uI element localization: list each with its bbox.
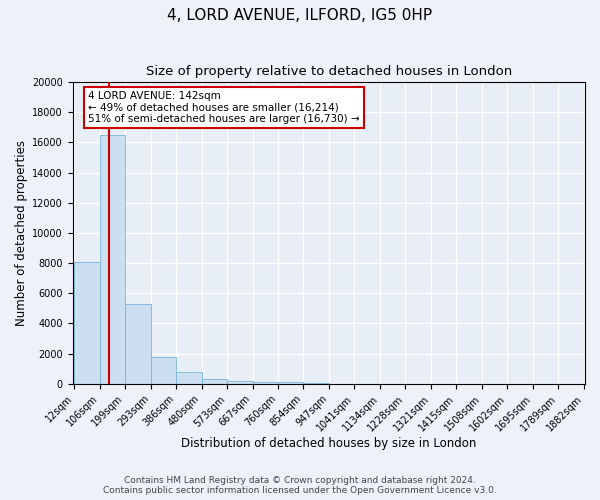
Bar [100, 135, 125, 384]
Bar [151, 356, 176, 384]
Text: Contains HM Land Registry data © Crown copyright and database right 2024.
Contai: Contains HM Land Registry data © Crown c… [103, 476, 497, 495]
Bar [176, 372, 202, 384]
Bar [304, 383, 329, 384]
Text: 4 LORD AVENUE: 142sqm
← 49% of detached houses are smaller (16,214)
51% of semi-: 4 LORD AVENUE: 142sqm ← 49% of detached … [88, 91, 359, 124]
Bar [278, 382, 304, 384]
Bar [253, 382, 278, 384]
Text: 4, LORD AVENUE, ILFORD, IG5 0HP: 4, LORD AVENUE, ILFORD, IG5 0HP [167, 8, 433, 22]
Bar [125, 304, 151, 384]
Y-axis label: Number of detached properties: Number of detached properties [15, 140, 28, 326]
Bar [227, 381, 253, 384]
Title: Size of property relative to detached houses in London: Size of property relative to detached ho… [146, 65, 512, 78]
X-axis label: Distribution of detached houses by size in London: Distribution of detached houses by size … [181, 437, 476, 450]
Bar [202, 380, 227, 384]
Bar [74, 262, 100, 384]
